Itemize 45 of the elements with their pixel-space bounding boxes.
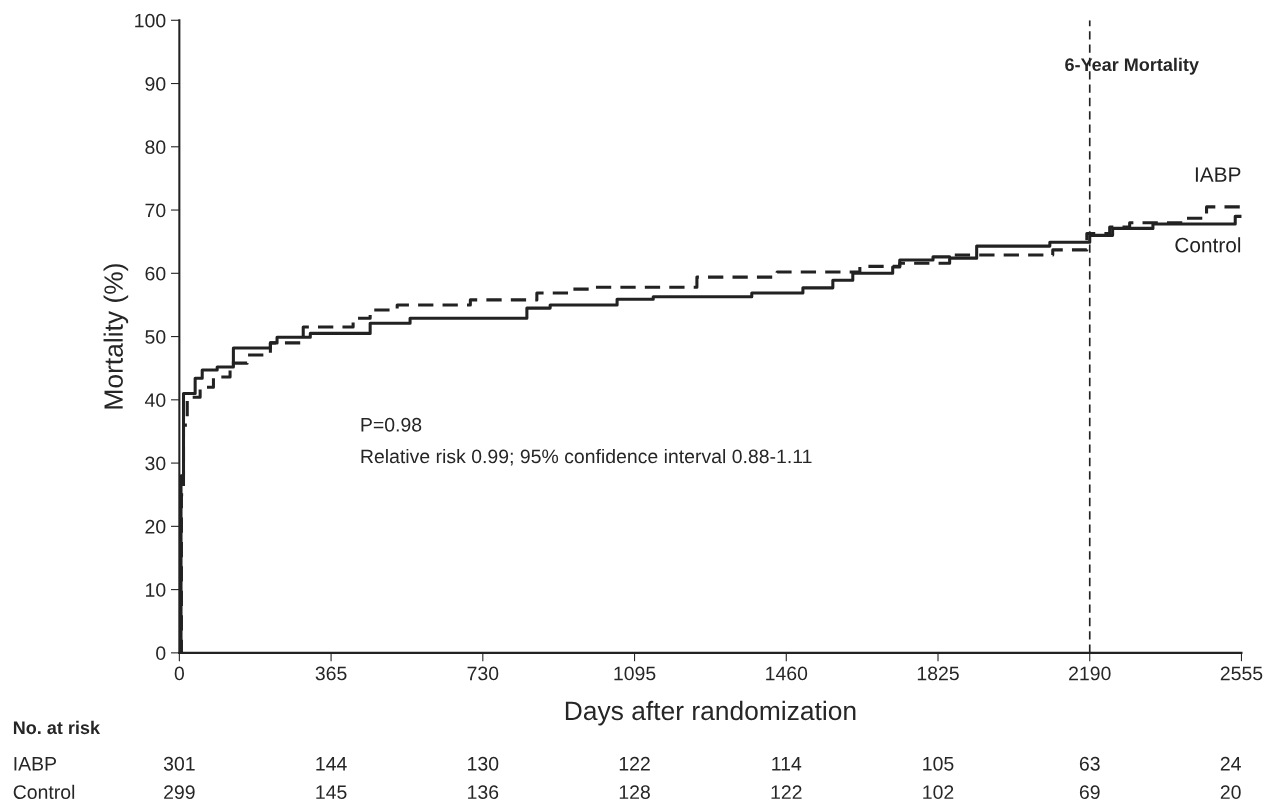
text: 63 bbox=[1079, 756, 1100, 771]
series-label: Control bbox=[1175, 237, 1241, 253]
x-tick-label: 365 bbox=[315, 666, 347, 681]
y-tick-label: 80 bbox=[145, 140, 166, 155]
text: 301 bbox=[163, 756, 195, 771]
x-tick-label: 0 bbox=[174, 666, 184, 681]
text: 128 bbox=[619, 785, 650, 800]
text: 114 bbox=[772, 757, 802, 771]
text: 69 bbox=[1079, 785, 1100, 800]
y-axis-title: Mortality (%) bbox=[103, 264, 129, 409]
x-axis-title: Days after randomization bbox=[565, 700, 856, 726]
y-tick-label: 10 bbox=[146, 583, 166, 597]
text: No. at risk bbox=[13, 720, 101, 735]
text: 130 bbox=[468, 756, 499, 771]
text: Control bbox=[13, 784, 75, 800]
y-tick-label: 70 bbox=[145, 203, 166, 218]
text: 144 bbox=[316, 757, 347, 771]
text: 136 bbox=[468, 785, 499, 800]
text: 299 bbox=[164, 785, 195, 800]
y-tick-label: 0 bbox=[156, 646, 166, 661]
text: 102 bbox=[923, 785, 954, 800]
y-tick-label: 90 bbox=[145, 77, 166, 91]
x-tick-label: 730 bbox=[467, 666, 499, 681]
y-tick-label: 20 bbox=[145, 519, 166, 534]
text: 105 bbox=[923, 756, 954, 771]
series-label: IABP bbox=[1195, 167, 1241, 182]
annotation: P=0.98 bbox=[361, 417, 422, 432]
text: 122 bbox=[771, 785, 802, 799]
text: 122 bbox=[619, 756, 650, 771]
text: 24 bbox=[1220, 756, 1241, 771]
text: 20 bbox=[1220, 785, 1241, 800]
x-tick-label: 2555 bbox=[1220, 666, 1263, 681]
y-tick-label: 50 bbox=[145, 330, 166, 344]
y-tick-label: 60 bbox=[145, 266, 166, 281]
x-tick-label: 1825 bbox=[917, 666, 959, 681]
x-tick-label: 1460 bbox=[766, 666, 808, 681]
x-tick-label: 1095 bbox=[614, 666, 656, 681]
text: 145 bbox=[316, 785, 347, 800]
text: IABP bbox=[14, 757, 56, 771]
y-tick-label: 30 bbox=[145, 456, 166, 471]
x-tick-label: 2190 bbox=[1069, 666, 1111, 681]
y-tick-label: 40 bbox=[144, 393, 166, 408]
y-tick-label: 100 bbox=[135, 13, 166, 28]
annotation: Relative risk 0.99; 95% confidence interval 0.88-1.11 bbox=[361, 448, 812, 466]
annotation: 6-Year Mortality bbox=[1065, 57, 1199, 75]
